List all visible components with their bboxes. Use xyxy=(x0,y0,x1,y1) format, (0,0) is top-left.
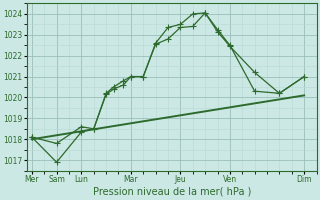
X-axis label: Pression niveau de la mer( hPa ): Pression niveau de la mer( hPa ) xyxy=(92,187,251,197)
